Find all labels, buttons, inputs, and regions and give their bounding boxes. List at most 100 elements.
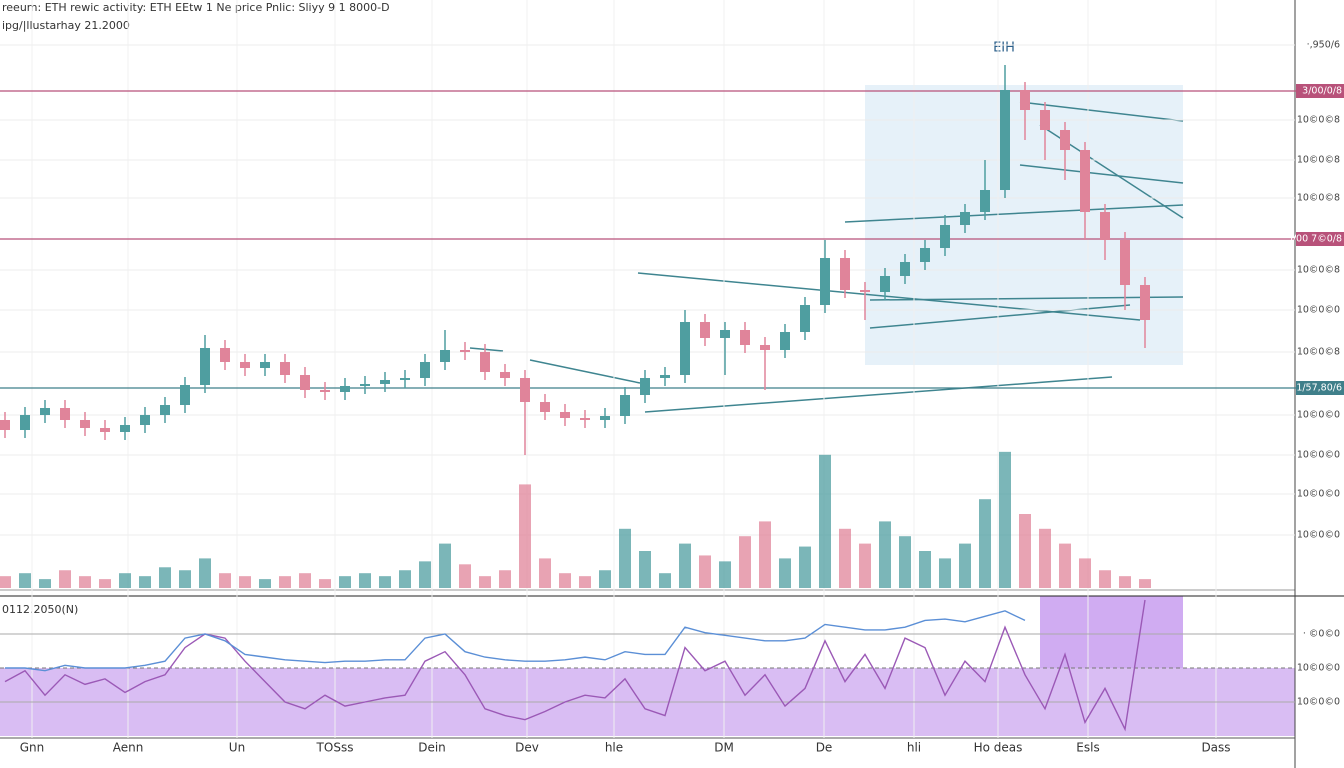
volume-bar xyxy=(239,576,251,588)
volume-bar xyxy=(619,528,631,588)
volume-bar xyxy=(1019,514,1031,588)
volume-bar xyxy=(739,536,751,588)
candle-body xyxy=(460,350,470,352)
volume-bar xyxy=(99,579,111,588)
volume-bar xyxy=(1039,528,1051,588)
x-tick-label: Dass xyxy=(1201,741,1230,755)
candle-body xyxy=(720,330,730,338)
candle-body xyxy=(560,412,570,418)
volume-bar xyxy=(219,573,231,588)
candle-body xyxy=(380,380,390,384)
volume-bar xyxy=(379,576,391,588)
volume-bar xyxy=(539,558,551,588)
price-tag-label: 1/57,80/6 xyxy=(1296,383,1342,394)
volume-bar xyxy=(799,546,811,588)
volume-bar xyxy=(119,573,131,588)
y-tick-label: ·,950/6 xyxy=(1307,40,1340,51)
candle-body xyxy=(40,408,50,415)
volume-bar xyxy=(559,573,571,588)
volume-bar xyxy=(79,576,91,588)
volume-bar xyxy=(319,579,331,588)
candle-body xyxy=(1040,110,1050,130)
volume-bar xyxy=(659,573,671,588)
x-tick-label: TOSss xyxy=(316,741,354,755)
volume-bar xyxy=(339,576,351,588)
price-tag xyxy=(1296,232,1344,246)
candle-body xyxy=(800,305,810,332)
y-tick-label: · ©0©0 xyxy=(1303,629,1340,640)
candle-body xyxy=(900,262,910,276)
x-tick-label: DM xyxy=(714,741,734,755)
candle-body xyxy=(600,416,610,420)
y-tick-label: 10©0©8 xyxy=(1297,265,1340,276)
volume-bar xyxy=(1139,579,1151,588)
candle-body xyxy=(20,415,30,430)
price-tag-label: 5/00 7©0/8 xyxy=(1287,234,1342,245)
volume-bar xyxy=(779,558,791,588)
candle-body xyxy=(400,378,410,380)
candle-body xyxy=(740,330,750,345)
price-tag-label: 3/00/0/8 xyxy=(1302,86,1342,97)
volume-bar xyxy=(759,521,771,588)
candle-body xyxy=(220,348,230,362)
candle-body xyxy=(620,395,630,416)
y-tick-label: 10©0©8 xyxy=(1297,155,1340,166)
volume-bar xyxy=(439,543,451,588)
peak-annotation: EIH xyxy=(993,41,1015,56)
x-tick-label: Dein xyxy=(418,741,446,755)
candle-body xyxy=(500,372,510,378)
y-tick-label: 10©0©0 xyxy=(1297,663,1340,674)
volume-bar xyxy=(999,451,1011,588)
volume-bar xyxy=(859,543,871,588)
candle-body xyxy=(820,258,830,305)
candle-body xyxy=(80,420,90,428)
x-tick-label: Aenn xyxy=(113,741,144,755)
x-tick-label: Ho deas xyxy=(974,741,1023,755)
y-tick-label: 10©0©0 xyxy=(1297,410,1340,421)
candle-body xyxy=(240,362,250,368)
volume-bar xyxy=(499,570,511,588)
candle-body xyxy=(960,212,970,225)
candle-body xyxy=(200,348,210,385)
candle-body xyxy=(300,375,310,390)
volume-bar xyxy=(39,579,51,588)
y-tick-label: 10©0©8 xyxy=(1297,347,1340,358)
candle-body xyxy=(980,190,990,212)
candle-body xyxy=(880,276,890,292)
volume-bar xyxy=(179,570,191,588)
volume-bar xyxy=(139,576,151,588)
candle-body xyxy=(280,362,290,375)
volume-bar xyxy=(919,551,931,588)
chart-title: reeum: ETH rewic activity: ETH EEtw 1 Ne… xyxy=(2,1,390,14)
candle-body xyxy=(1020,90,1030,110)
oscillator-highlight xyxy=(1040,596,1183,668)
candle-body xyxy=(0,420,10,430)
volume-bar xyxy=(979,499,991,588)
volume-bar xyxy=(19,573,31,588)
candle-body xyxy=(140,415,150,425)
candle-body xyxy=(640,378,650,395)
candle-body xyxy=(160,405,170,415)
y-tick-label: 10©0©0 xyxy=(1297,697,1340,708)
y-tick-label: 10©0©0 xyxy=(1297,450,1340,461)
volume-bar xyxy=(159,567,171,588)
candle-body xyxy=(760,345,770,350)
candle-body xyxy=(580,418,590,420)
volume-bar xyxy=(279,576,291,588)
candle-body xyxy=(1060,130,1070,150)
volume-bar xyxy=(959,543,971,588)
volume-bar xyxy=(899,536,911,588)
volume-bar xyxy=(359,573,371,588)
candle-body xyxy=(340,386,350,392)
candle-body xyxy=(940,225,950,248)
candle-body xyxy=(660,375,670,378)
candle-body xyxy=(360,384,370,386)
candle-body xyxy=(180,385,190,405)
volume-bar xyxy=(599,570,611,588)
price-tag xyxy=(1296,84,1344,98)
y-tick-label: 10©0©8 xyxy=(1297,193,1340,204)
candle-body xyxy=(1120,240,1130,285)
candle-body xyxy=(420,362,430,378)
candle-body xyxy=(60,408,70,420)
